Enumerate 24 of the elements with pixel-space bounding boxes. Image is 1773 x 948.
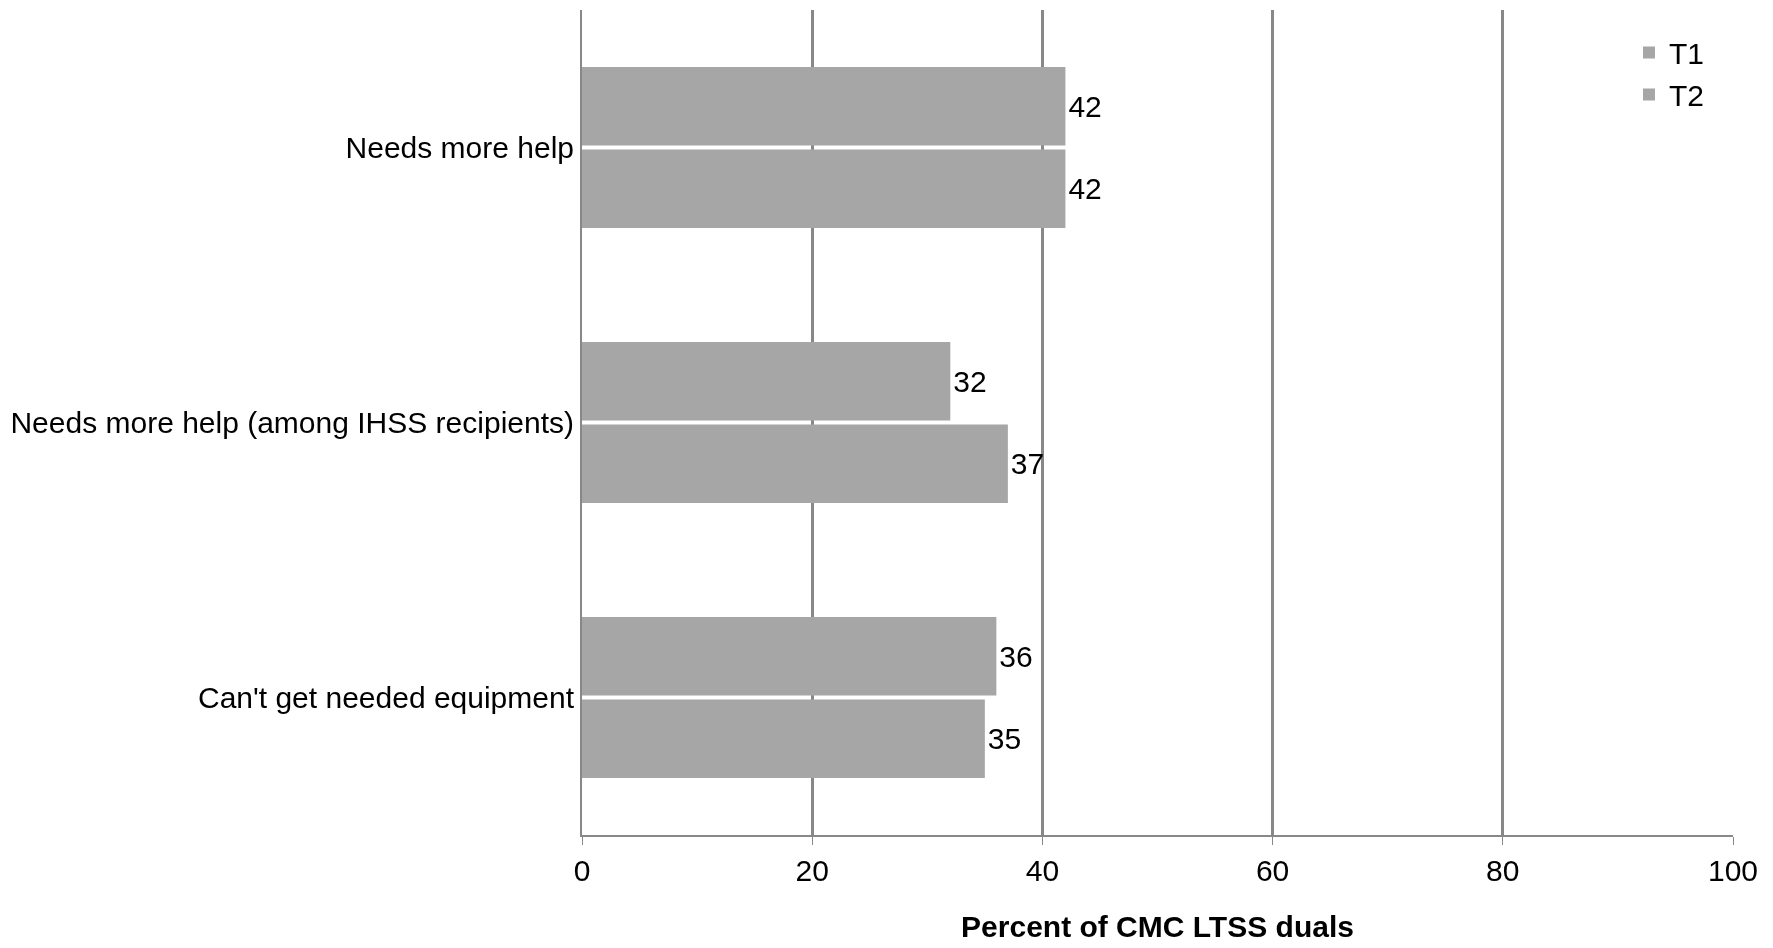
x-tick-label: 60 [1255, 854, 1290, 887]
x-tick-label: 0 [573, 854, 591, 887]
data-label: 35 [987, 722, 1022, 756]
bar [582, 424, 1008, 503]
legend-label: T2 [1668, 79, 1704, 113]
y-tick-label: Needs more help [345, 131, 574, 164]
y-tick-label: Needs more help (among IHSS recipients) [10, 406, 574, 439]
bar [582, 342, 951, 421]
x-tick-label: 20 [795, 854, 829, 887]
x-tick-label: 100 [1707, 854, 1759, 887]
bar [582, 699, 985, 778]
data-label: 42 [1068, 172, 1102, 206]
bar [582, 617, 997, 696]
bar [582, 67, 1066, 146]
data-label: 36 [999, 639, 1033, 673]
data-label: 42 [1068, 89, 1102, 123]
x-tick-label: 40 [1025, 854, 1060, 887]
legend-label: T1 [1668, 37, 1704, 71]
y-tick-label: Can't get needed equipment [197, 681, 575, 714]
x-tick-label: 80 [1486, 854, 1520, 887]
x-axis-title: Percent of CMC LTSS duals [961, 910, 1354, 943]
data-label: 37 [1010, 447, 1045, 481]
bar [582, 149, 1066, 228]
data-label: 32 [953, 364, 987, 398]
